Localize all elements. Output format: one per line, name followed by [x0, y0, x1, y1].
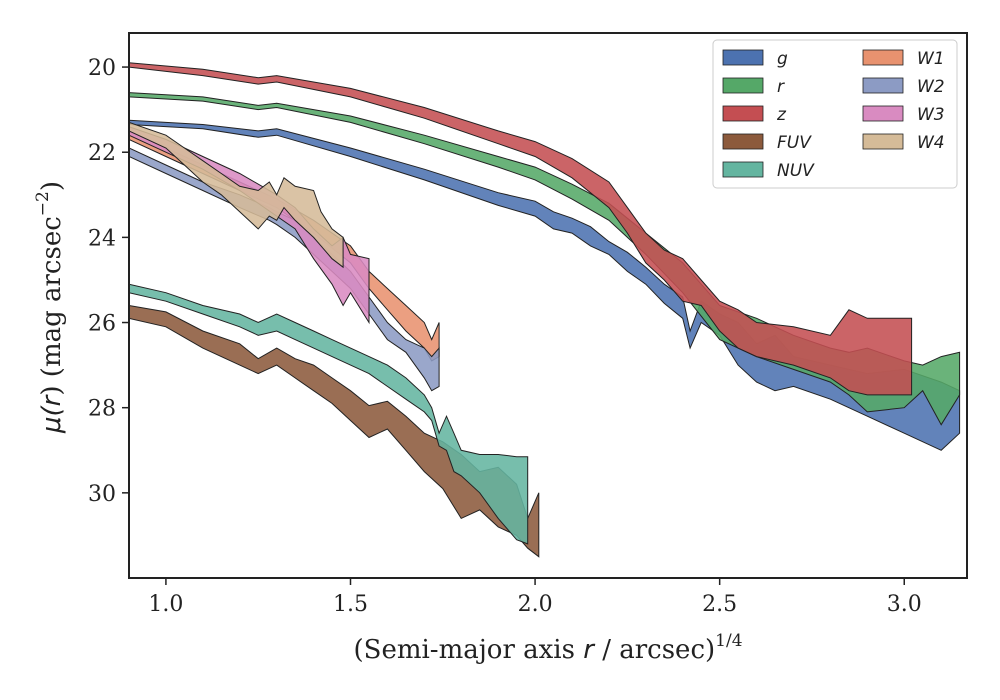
legend-swatch: [862, 133, 904, 150]
y-tick-label: 22: [88, 141, 116, 166]
legend-swatch: [722, 105, 764, 122]
legend-item-fuv: FUV: [722, 133, 812, 153]
legend-swatch: [862, 49, 904, 66]
plot-frame: [128, 32, 968, 579]
band-z: [129, 62, 913, 396]
legend-label: g: [777, 49, 788, 69]
band-nuv: [129, 283, 529, 545]
legend-label: z: [776, 105, 787, 125]
x-tick-label: 1.5: [333, 592, 368, 617]
x-tick-label: 3.0: [887, 592, 922, 617]
legend-item-w2: W2: [862, 77, 945, 97]
legend-item-z: z: [722, 105, 787, 125]
y-tick-label: 26: [88, 312, 116, 337]
y-tick-label: 20: [88, 56, 116, 81]
legend-item-w4: W4: [862, 133, 945, 153]
legend-label: r: [777, 77, 785, 97]
legend-label: NUV: [777, 161, 815, 181]
legend-item-r: r: [722, 77, 785, 97]
band-w4: [129, 121, 344, 269]
legend-label: W3: [917, 105, 945, 125]
x-tick-label: 2.0: [518, 592, 553, 617]
band-g: [129, 119, 961, 451]
y-tick-label: 24: [88, 226, 116, 251]
legend-swatch: [862, 77, 904, 94]
x-tick-label: 2.5: [702, 592, 737, 617]
band-fuv: [129, 304, 540, 558]
band-layer: [129, 62, 961, 558]
legend-item-g: g: [722, 49, 788, 69]
legend-item-nuv: NUV: [722, 161, 815, 181]
legend-swatch: [722, 77, 764, 94]
legend-swatch: [862, 105, 904, 122]
legend-label: W1: [917, 49, 945, 69]
legend-label: W2: [917, 77, 945, 97]
legend-items: grz FUV NUV W1 W2 W3 W4: [722, 49, 945, 181]
legend-frame: [712, 39, 958, 189]
legend-swatch: [722, 49, 764, 66]
x-axis: 1.0 1.5 2.0 2.5 3.0: [148, 578, 922, 617]
legend-swatch: [722, 133, 764, 150]
legend-label: W4: [917, 133, 945, 153]
y-axis: 20 22 24 26 28 30: [88, 56, 129, 507]
y-axis-label: μ(r) (mag arcsec−2): [33, 181, 67, 434]
legend: grz FUV NUV W1 W2 W3 W4: [712, 39, 958, 189]
y-tick-label: 28: [88, 397, 116, 422]
legend-item-w3: W3: [862, 105, 945, 125]
y-tick-label: 30: [88, 482, 116, 507]
legend-label: FUV: [777, 133, 812, 153]
x-axis-label: (Semi-major axis r / arcsec)1/4: [353, 631, 742, 665]
x-tick-label: 1.0: [148, 592, 183, 617]
legend-swatch: [722, 161, 764, 178]
legend-item-w1: W1: [862, 49, 945, 69]
